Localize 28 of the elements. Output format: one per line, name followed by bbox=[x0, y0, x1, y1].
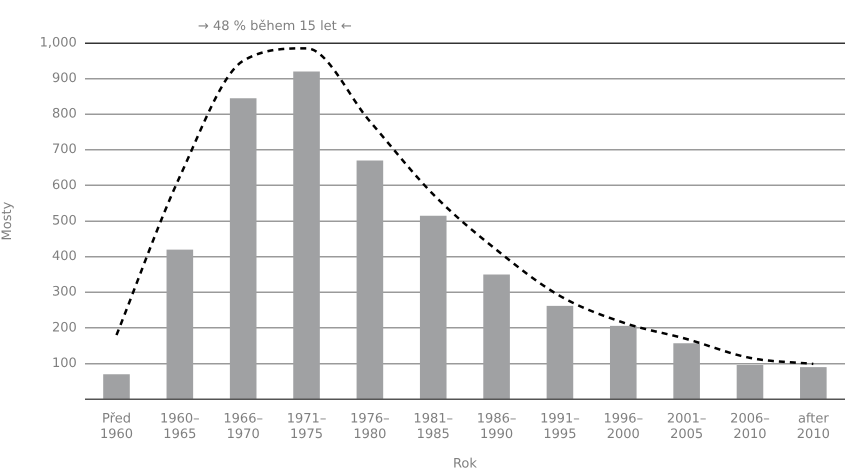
y-tick-label: 1,000 bbox=[40, 35, 77, 50]
y-tick-label: 900 bbox=[52, 70, 77, 86]
x-tick-label: 1981–1985 bbox=[413, 411, 454, 442]
x-tick-label: 1976–1980 bbox=[350, 411, 390, 442]
bar bbox=[103, 374, 130, 398]
x-tick-label: Před 1960 bbox=[100, 411, 134, 442]
y-tick-label: 600 bbox=[52, 178, 77, 193]
y-tick-label: 300 bbox=[52, 284, 77, 300]
bar bbox=[800, 367, 827, 398]
x-tick-label: 1996–2000 bbox=[603, 411, 644, 442]
text: → 48 % během 15 let ← bbox=[198, 18, 352, 34]
x-tick-label: 1991–1995 bbox=[540, 411, 580, 442]
y-tick-label: 700 bbox=[52, 142, 77, 158]
x-tick-label: 1986–1990 bbox=[476, 411, 516, 442]
y-tick-label: 400 bbox=[52, 249, 77, 264]
x-tick-label: 1960–1965 bbox=[160, 411, 200, 442]
y-axis-title: Mosty bbox=[0, 201, 16, 240]
x-tick-label: after 2010 bbox=[796, 411, 830, 442]
y-tick-label: 100 bbox=[52, 356, 77, 371]
x-tick-label: 1971–1975 bbox=[286, 411, 326, 442]
y-tick-label: 800 bbox=[52, 106, 77, 122]
x-tick-label: 2001–2005 bbox=[666, 411, 706, 442]
x-tick-label: 2006–2010 bbox=[730, 411, 770, 442]
y-tick-label: 200 bbox=[52, 320, 77, 336]
line-series bbox=[115, 47, 815, 366]
x-tick-label: 1966–1970 bbox=[223, 411, 263, 442]
y-tick-label: 500 bbox=[52, 213, 77, 228]
x-axis-title: Rok bbox=[452, 456, 478, 472]
